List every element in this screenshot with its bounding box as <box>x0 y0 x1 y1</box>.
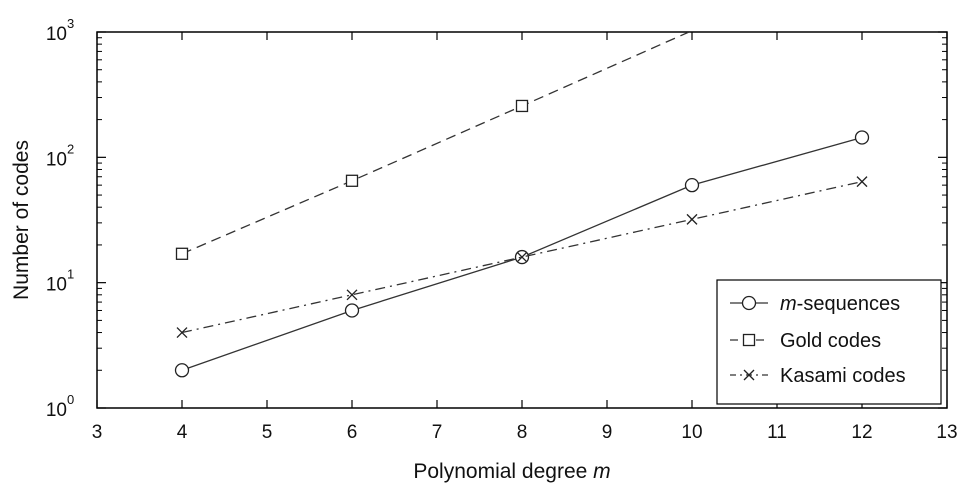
data-point <box>516 251 528 263</box>
legend-item: Gold codes <box>730 330 881 352</box>
series-gold-codes <box>175 32 691 260</box>
legend-label: m-sequences <box>780 293 900 315</box>
y-tick-label: 10 <box>46 275 67 296</box>
x-tick-label: 6 <box>347 422 358 443</box>
x-tick-label: 13 <box>936 422 957 443</box>
legend-items: m-sequences Gold codes Kasami codes <box>730 293 906 387</box>
legend-item: Kasami codes <box>730 365 906 387</box>
data-point <box>346 289 358 301</box>
x-tick-label: 5 <box>262 422 273 443</box>
series-m-sequences <box>174 130 870 378</box>
data-point <box>345 174 359 187</box>
series-line <box>181 180 863 334</box>
data-point <box>175 247 189 260</box>
x-tick-label: 4 <box>177 422 188 443</box>
y-axis-label: Number of codes <box>10 140 33 300</box>
data-point <box>174 363 190 378</box>
x-tick-label: 11 <box>767 422 787 443</box>
x-axis-label-text: Polynomial degree <box>413 460 593 483</box>
data-point <box>344 303 360 318</box>
x-tick-label: 3 <box>92 422 103 443</box>
x-tick-label: 9 <box>602 422 613 443</box>
x-tick-label: 8 <box>517 422 528 443</box>
data-point <box>686 213 698 225</box>
legend-label: Gold codes <box>780 330 881 352</box>
y-tick-label: 10 <box>46 400 67 421</box>
series-layer <box>174 32 870 378</box>
x-axis-label: Polynomial degree m <box>413 460 610 483</box>
legend-marker <box>743 369 755 381</box>
legend-marker <box>741 295 757 311</box>
data-point <box>856 176 868 188</box>
legend-label: Kasami codes <box>780 365 906 387</box>
y-tick-exponent: 3 <box>67 16 74 31</box>
y-tick-exponent: 0 <box>67 392 74 407</box>
y-tick-label: 10 <box>46 149 67 170</box>
y-tick-exponent: 2 <box>67 141 74 156</box>
x-tick-label: 10 <box>681 422 702 443</box>
data-point <box>176 327 188 339</box>
legend-marker <box>742 333 756 347</box>
legend-item: m-sequences <box>730 293 900 315</box>
series-line <box>181 32 691 255</box>
series-kasami-codes <box>176 176 868 339</box>
x-axis-label-variable: m <box>593 460 611 483</box>
data-point <box>515 99 529 113</box>
x-tick-label: 12 <box>851 422 872 443</box>
data-point <box>684 177 700 193</box>
data-point <box>854 130 870 145</box>
legend: m-sequences Gold codes Kasami codes <box>716 279 942 405</box>
x-tick-label: 7 <box>432 422 443 443</box>
y-tick-exponent: 1 <box>67 267 74 282</box>
y-tick-label: 10 <box>46 24 67 45</box>
